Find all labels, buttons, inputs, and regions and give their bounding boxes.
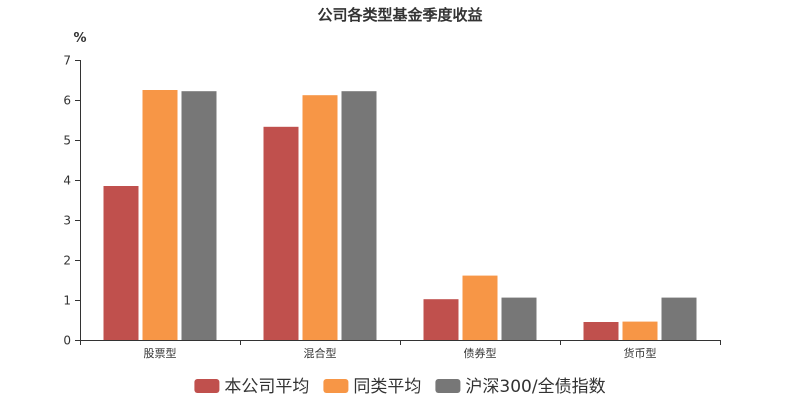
y-axis: 0 1 2 3 4 5 6 7 <box>63 54 81 348</box>
bar <box>142 90 178 340</box>
x-category-label: 股票型 <box>144 346 177 360</box>
y-tick-label: 3 <box>63 214 71 228</box>
bars-group <box>103 90 697 340</box>
bar <box>501 297 537 340</box>
bar <box>423 299 459 340</box>
bar <box>103 186 139 340</box>
legend-item[interactable]: 同类平均 <box>323 377 421 397</box>
bar <box>462 275 498 340</box>
legend-item[interactable]: 本公司平均 <box>194 377 309 397</box>
x-axis: 股票型 混合型 债券型 货币型 <box>80 340 721 360</box>
bar <box>302 95 338 340</box>
y-axis-unit-label: % <box>73 31 86 46</box>
y-tick-label: 1 <box>63 294 71 308</box>
bar <box>341 91 377 340</box>
legend-swatch <box>194 379 220 393</box>
legend: 本公司平均 同类平均 沪深300/全债指数 <box>194 377 606 397</box>
x-category-label: 货币型 <box>624 346 657 360</box>
y-tick-label: 0 <box>63 334 71 348</box>
bar <box>622 321 658 340</box>
legend-swatch <box>323 379 349 393</box>
bar <box>263 126 299 340</box>
x-category-label: 混合型 <box>304 346 337 360</box>
x-category-label: 债券型 <box>464 346 497 360</box>
bar <box>181 91 217 340</box>
bar <box>661 297 697 340</box>
y-tick-label: 7 <box>63 54 71 68</box>
y-tick-label: 4 <box>63 174 71 188</box>
legend-label: 同类平均 <box>353 377 421 397</box>
legend-label: 本公司平均 <box>224 377 309 397</box>
legend-item[interactable]: 沪深300/全债指数 <box>435 377 606 397</box>
y-tick-label: 6 <box>63 94 71 108</box>
y-tick-label: 5 <box>63 134 71 148</box>
legend-label: 沪深300/全债指数 <box>465 377 605 397</box>
legend-swatch <box>435 379 461 393</box>
chart-title: 公司各类型基金季度收益 <box>317 6 482 24</box>
bar <box>583 322 619 340</box>
y-tick-label: 2 <box>63 254 71 268</box>
